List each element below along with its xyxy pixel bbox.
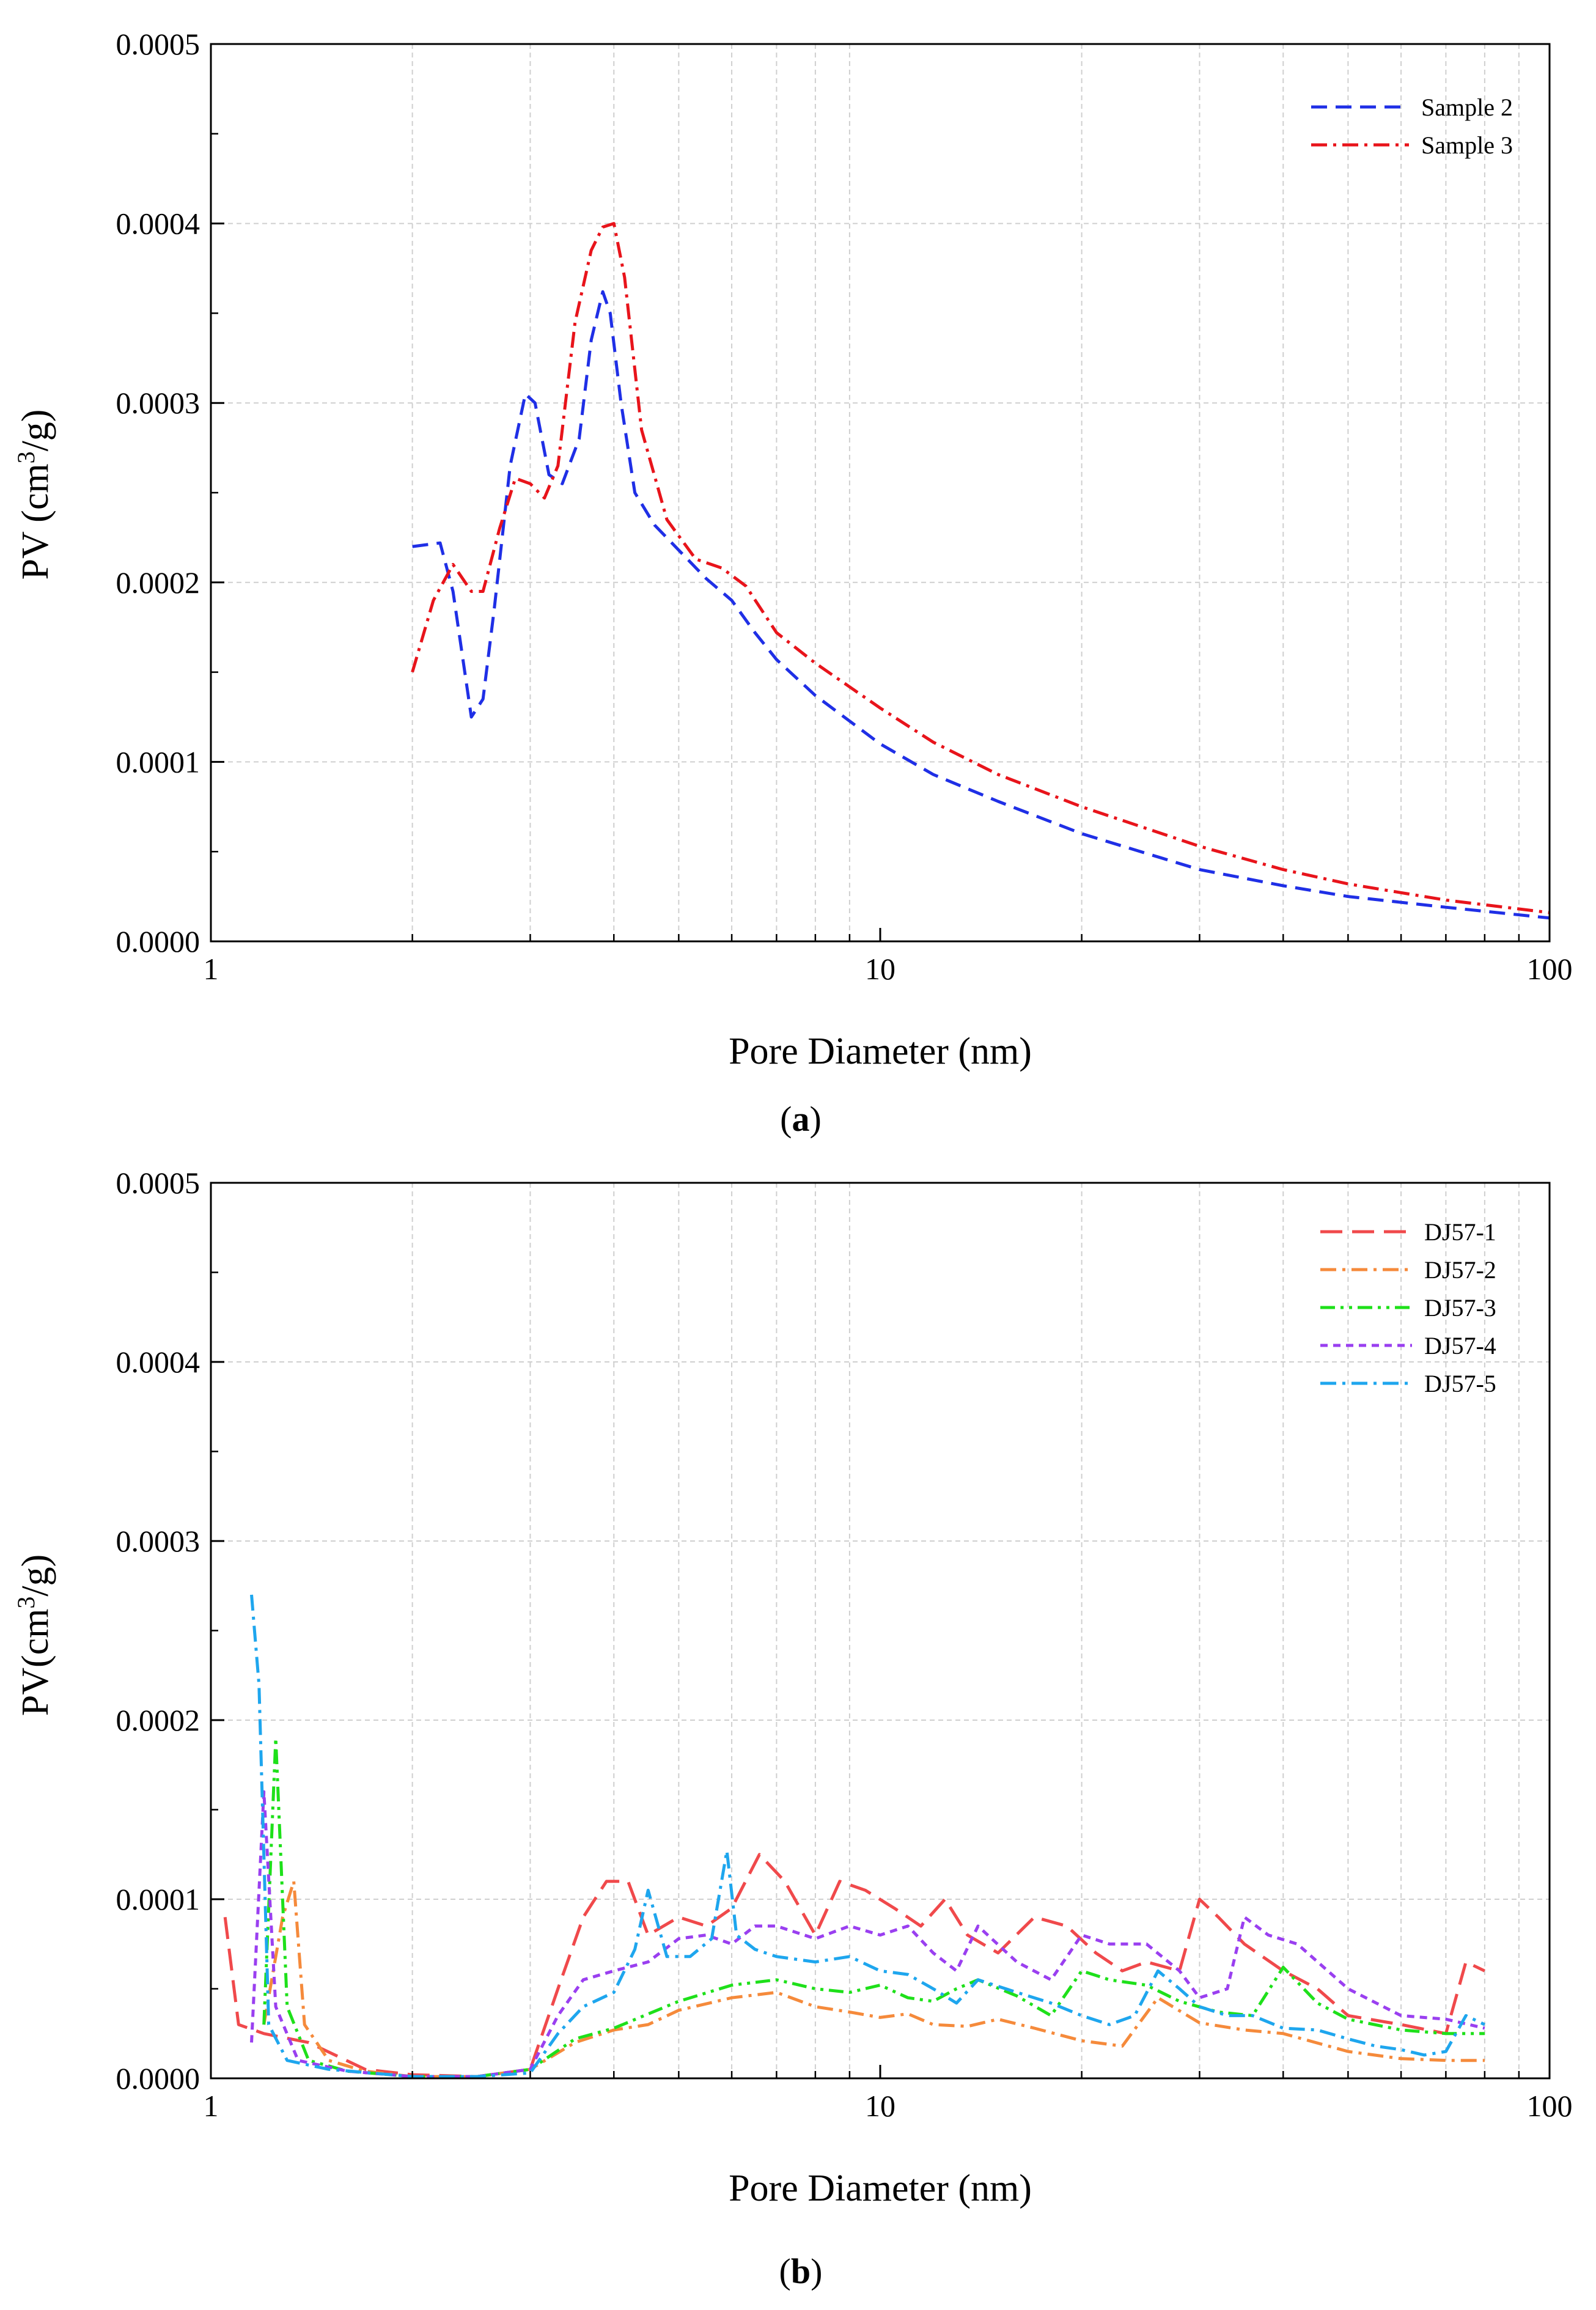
y-tick-label-a: 0.0005 [116,27,200,61]
series-line-sample-2 [412,290,1550,920]
legend-label-b: DJ57-5 [1424,1370,1496,1397]
panel-label-a-close: ) [810,1099,822,1139]
x-tick-label-a: 100 [1527,952,1573,986]
legend-label-a: Sample 2 [1421,94,1513,121]
plot-area-a: 1 10 1000.00000.00010.00020.00030.00040.00… [116,27,1573,986]
x-tick-label-a: 1 [204,952,219,986]
plot-frame-b [210,1182,1551,2080]
y-axis-title-b: PV(cm3/g) [12,1554,57,1716]
x-axis-a: 1 10 100 [204,928,1573,986]
y-tick-label-a: 0.0001 [116,745,200,779]
series-group-b [223,1594,1485,2078]
panel-label-a-open: ( [780,1099,792,1139]
y-tick-label-b: 0.0004 [116,1345,200,1379]
x-tick-label-b: 100 [1527,2089,1573,2123]
legend-label-b: DJ57-1 [1424,1218,1496,1246]
y-axis-title-b-sup: 3 [12,1597,40,1609]
panel-label-a: (a) [780,1099,822,1139]
series-line-sample-3 [411,222,1550,914]
series-line-dj57-4 [250,1790,1485,2078]
y-axis-title-a-sup: 3 [12,451,40,463]
panel-a: 1 10 1000.00000.00010.00020.00030.00040.00… [12,27,1573,1139]
series-line-dj57-1 [223,1853,1485,2078]
y-tick-label-a: 0.0000 [116,924,200,958]
plot-frame-a [210,43,1551,943]
y-tick-label-b: 0.0005 [116,1166,200,1200]
series-line-dj57-3 [262,1736,1485,2078]
x-tick-label-b: 1 [204,2089,219,2123]
y-axis-a: 0.0000 0.0001 0.0002 0.0003 0.0004 0.0005 [116,27,224,958]
y-axis-title-b-main: PV(cm [15,1609,56,1716]
y-tick-label-a: 0.0002 [116,565,200,600]
y-axis-title-b-end: /g) [15,1554,56,1597]
grid-a [211,44,1550,941]
panel-b: 1 10 1000.00000.00010.00020.00030.00040.00… [12,1166,1573,2291]
x-axis-b: 1 10 100 [204,2065,1573,2123]
y-tick-label-b: 0.0003 [116,1524,200,1558]
y-tick-label-a: 0.0003 [116,386,200,420]
legend-label-b: DJ57-4 [1424,1332,1496,1359]
y-tick-label-b: 0.0002 [116,1703,200,1737]
y-axis-title-a-main: PV (cm [15,463,56,579]
x-axis-title-a: Pore Diameter (nm) [729,1031,1032,1072]
panel-label-a-letter: a [792,1099,810,1139]
legend-a: Sample 2 Sample 3 [1311,94,1513,159]
panel-label-b-letter: b [791,2251,811,2291]
y-tick-label-b: 0.0000 [116,2061,200,2095]
grid-b [211,1183,1550,2078]
legend-label-b: DJ57-2 [1424,1256,1496,1284]
legend-b: DJ57-1 DJ57-2 DJ57-3 DJ57-4 DJ57-5 [1320,1218,1496,1397]
series-group-a [411,222,1550,920]
y-axis-b: 0.0000 0.0001 0.0002 0.0003 0.0004 0.0005 [116,1166,224,2095]
panel-label-b: (b) [779,2251,823,2291]
series-line-dj57-5 [250,1594,1485,2078]
panel-label-b-open: ( [779,2251,791,2291]
panel-label-b-close: ) [811,2251,822,2291]
legend-label-a: Sample 3 [1421,131,1513,159]
legend-label-b: DJ57-3 [1424,1294,1496,1322]
y-tick-label-b: 0.0001 [116,1882,200,1916]
plot-area-b: 1 10 1000.00000.00010.00020.00030.00040.00… [116,1166,1573,2123]
x-tick-label-b: 10 [865,2089,895,2123]
y-axis-title-a-end: /g) [15,410,56,452]
x-tick-label-a: 10 [865,952,895,986]
x-axis-title-b: Pore Diameter (nm) [729,2168,1032,2209]
y-axis-title-a: PV (cm3/g) [12,410,57,580]
y-tick-label-a: 0.0004 [116,207,200,241]
